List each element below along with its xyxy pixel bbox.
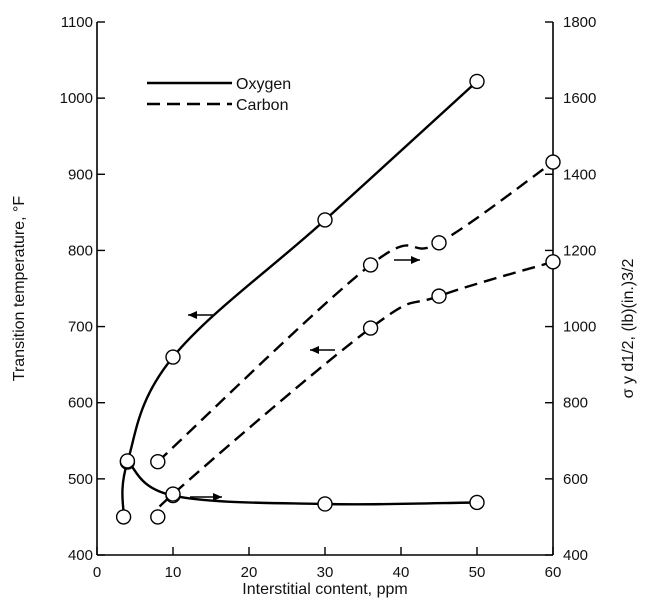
y-right-axis-title: σ y d1/2, (lb)(in.)3/2: [620, 259, 637, 399]
data-point: [165, 349, 181, 365]
x-tick-label: 40: [393, 564, 410, 581]
arrow-carbon-left-head: [310, 346, 319, 354]
series-line-oxygen-right: [126, 460, 478, 506]
y-left-axis-title: Transition temperature, °F: [11, 196, 28, 382]
y-right-tick-label: 800: [563, 395, 588, 412]
data-point: [317, 496, 333, 512]
x-axis-title: Interstitial content, ppm: [242, 581, 407, 598]
y-right-tick-label: 1400: [563, 166, 596, 183]
y-right-tick-label: 600: [563, 471, 588, 488]
y-left-tick-label: 1000: [60, 90, 93, 107]
data-point: [431, 288, 447, 304]
x-tick-label: 60: [545, 564, 562, 581]
series-line-carbon-left: [150, 260, 554, 519]
x-tick-label: 50: [469, 564, 486, 581]
y-right-tick-label: 400: [563, 547, 588, 564]
y-right-tick-label: 1600: [563, 90, 596, 107]
data-point: [362, 320, 379, 336]
data-point: [469, 73, 485, 90]
y-left-tick-label: 600: [68, 395, 93, 412]
legend-label-carbon: Carbon: [236, 97, 288, 114]
arrow-oxygen-left-head: [188, 311, 197, 319]
x-tick-label: 0: [93, 564, 101, 581]
y-left-tick-label: 900: [68, 166, 93, 183]
arrow-carbon-right-head: [411, 256, 420, 264]
data-point: [165, 486, 181, 502]
y-right-tick-label: 1000: [563, 319, 596, 336]
x-tick-label: 20: [241, 564, 258, 581]
series-line-oxygen-left: [121, 80, 478, 517]
y-left-tick-label: 1100: [61, 14, 93, 31]
y-left-tick-label: 400: [68, 547, 93, 564]
series-line-carbon-right: [156, 161, 554, 463]
arrow-oxygen-right-head: [213, 493, 222, 501]
y-right-tick-label: 1200: [563, 242, 596, 259]
data-point: [362, 257, 379, 273]
y-left-tick-label: 800: [68, 242, 93, 259]
y-left-tick-label: 700: [68, 319, 93, 336]
data-point: [119, 453, 136, 469]
data-point: [317, 212, 333, 228]
x-tick-label: 30: [317, 564, 334, 581]
legend-label-oxygen: Oxygen: [236, 76, 291, 93]
data-point: [469, 494, 485, 511]
x-tick-label: 10: [165, 564, 182, 581]
data-point: [150, 509, 166, 525]
y-left-tick-label: 500: [68, 471, 93, 488]
data-point: [150, 454, 166, 470]
data-point: [115, 509, 132, 525]
data-point: [431, 235, 447, 251]
data-point: [545, 154, 561, 170]
data-point: [545, 254, 561, 270]
y-right-tick-label: 1800: [563, 14, 596, 31]
